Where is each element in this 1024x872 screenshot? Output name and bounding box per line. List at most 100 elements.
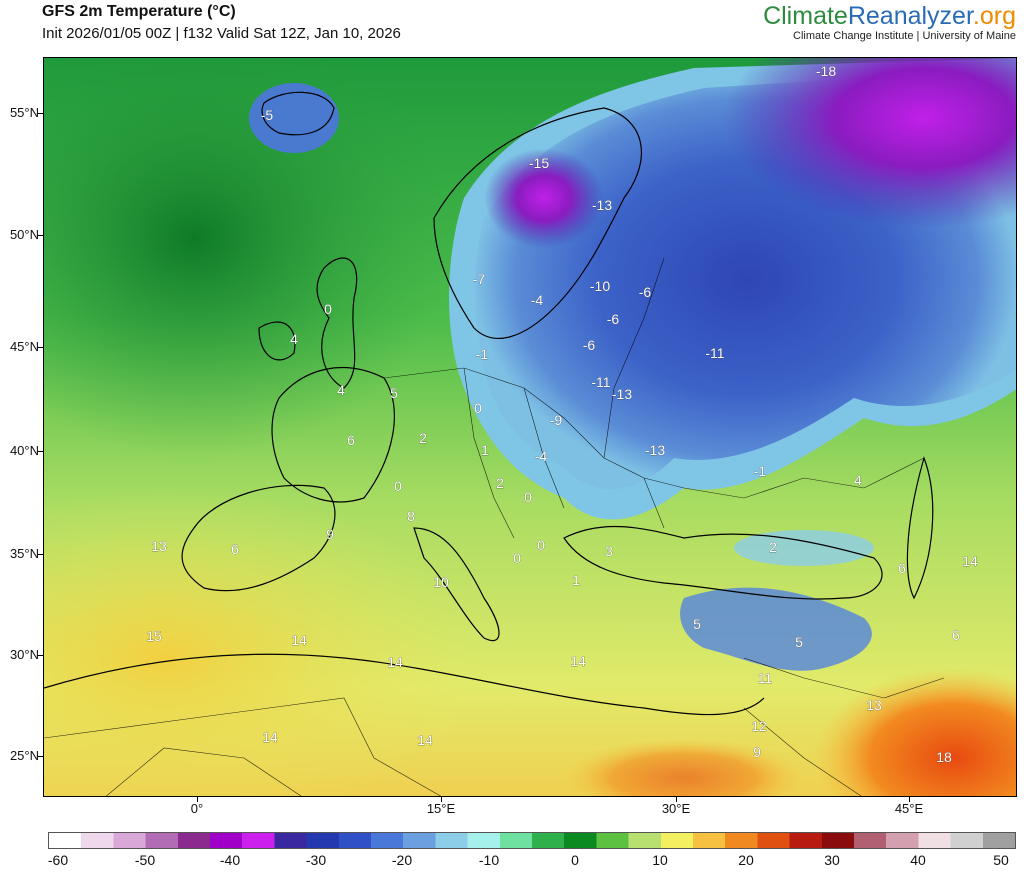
map-label: 4 (290, 331, 298, 347)
map-label: 6 (231, 541, 239, 557)
border-line (743, 707, 862, 796)
france-outline (271, 367, 395, 503)
coastlines (44, 91, 934, 716)
extreme-cold-northeast (724, 58, 1016, 228)
border-line (743, 657, 945, 699)
map-label: -13 (592, 197, 612, 213)
britain-outline (316, 257, 358, 389)
border-line (603, 257, 665, 459)
lon-tick (676, 797, 677, 802)
colorbar-tick-label: -20 (391, 852, 413, 868)
border-line (44, 697, 442, 796)
map-value-labels: -18 -5 -15 -13 -7 -10 -6 -4 0 -6 -6 -11 … (146, 63, 978, 765)
lat-tick (37, 235, 43, 236)
colorbar-tick-label: -60 (47, 852, 69, 868)
lon-tick (441, 797, 442, 802)
map-label: 5 (390, 385, 398, 401)
lon-label-30e: 30°E (661, 801, 691, 816)
lat-tick (37, 347, 43, 348)
lat-tick (37, 113, 43, 114)
colorbar-tick-label: -40 (219, 852, 241, 868)
map-label: 10 (433, 574, 449, 590)
lat-label-40n: 40°N (9, 443, 39, 458)
map-label: -15 (529, 155, 549, 171)
border-line (643, 477, 665, 529)
caucasus-cold-zone (734, 530, 874, 566)
border-line (683, 457, 925, 499)
lat-label-45n: 45°N (9, 339, 39, 354)
colorbar-tick-label: 0 (571, 852, 579, 868)
temperature-map: -18 -5 -15 -13 -7 -10 -6 -4 0 -6 -6 -11 … (43, 57, 1017, 797)
map-label: -4 (531, 292, 544, 308)
ireland-outline (258, 321, 296, 361)
map-label: 8 (407, 508, 415, 524)
map-label: 2 (419, 430, 427, 446)
lat-label-55n: 55°N (9, 105, 39, 120)
map-label: 15 (146, 628, 162, 644)
map-label: -6 (583, 337, 596, 353)
map-label: -5 (261, 107, 274, 123)
lat-tick (37, 655, 43, 656)
atlantic-green-zone (44, 58, 454, 458)
map-label: 14 (417, 732, 433, 748)
map-label: -10 (590, 278, 610, 294)
chart-title: GFS 2m Temperature (°C) (42, 3, 236, 20)
map-label: -6 (607, 311, 620, 327)
map-canvas: -18 -5 -15 -13 -7 -10 -6 -4 0 -6 -6 -11 … (44, 58, 1016, 796)
map-label: 14 (291, 632, 307, 648)
map-label: 0 (324, 301, 332, 317)
country-borders (44, 257, 945, 796)
lat-tick (37, 451, 43, 452)
colorbar-tick-label: 10 (652, 852, 668, 868)
lat-label-30n: 30°N (9, 647, 39, 662)
map-label: 2 (769, 539, 777, 555)
map-label: 6 (347, 432, 355, 448)
brand-logo[interactable]: ClimateReanalyzer.org (763, 2, 1016, 31)
map-label: 12 (751, 718, 767, 734)
colorbar-tick-label: 20 (738, 852, 754, 868)
map-label: 0 (513, 550, 521, 566)
colorbar-tick-label: 50 (993, 852, 1009, 868)
map-label: -6 (639, 284, 652, 300)
map-label: 4 (854, 472, 862, 488)
map-label: 2 (496, 475, 504, 491)
lat-label-35n: 35°N (9, 546, 39, 561)
map-label: 13 (866, 697, 882, 713)
lon-label-45e: 45°E (894, 801, 924, 816)
border-line (463, 367, 515, 539)
lon-tick (909, 797, 910, 802)
temperature-colorbar (48, 832, 1016, 849)
lat-label-50n: 50°N (9, 227, 39, 242)
map-label: 5 (693, 616, 701, 632)
lon-tick (197, 797, 198, 802)
lat-tick (37, 554, 43, 555)
lon-label-0: 0° (190, 801, 204, 816)
caspian-outline (906, 456, 934, 600)
arabia-hot-zone (814, 668, 1016, 796)
map-label: -9 (550, 412, 563, 428)
map-label: -11 (591, 374, 610, 390)
map-label: -7 (473, 271, 486, 287)
lat-label-25n: 25°N (9, 748, 39, 763)
lat-tick (37, 756, 43, 757)
map-label: -4 (535, 448, 548, 464)
map-label: 0 (394, 478, 402, 494)
map-label: 6 (952, 627, 960, 643)
colorbar-tick-label: -30 (305, 852, 327, 868)
scandinavia-outline (433, 107, 642, 339)
map-label: -13 (645, 442, 665, 458)
map-label: -1 (476, 346, 489, 362)
iberia-outline (181, 484, 336, 592)
lon-label-15e: 15°E (426, 801, 456, 816)
black-sea-outline (563, 525, 883, 600)
chart-subtitle: Init 2026/01/05 00Z | f132 Valid Sat 12Z… (42, 25, 401, 42)
border-line (105, 747, 302, 796)
brand-part-org: .org (972, 2, 1016, 30)
map-label: 9 (326, 526, 334, 542)
colorbar-tick-label: 40 (910, 852, 926, 868)
anatolia-cold-zone (680, 587, 872, 671)
north-africa-coast (44, 653, 765, 716)
brand-part-reanalyzer: Reanalyzer (847, 2, 973, 30)
colorbar-tick-label: 30 (824, 852, 840, 868)
iceland-outline (261, 91, 335, 136)
